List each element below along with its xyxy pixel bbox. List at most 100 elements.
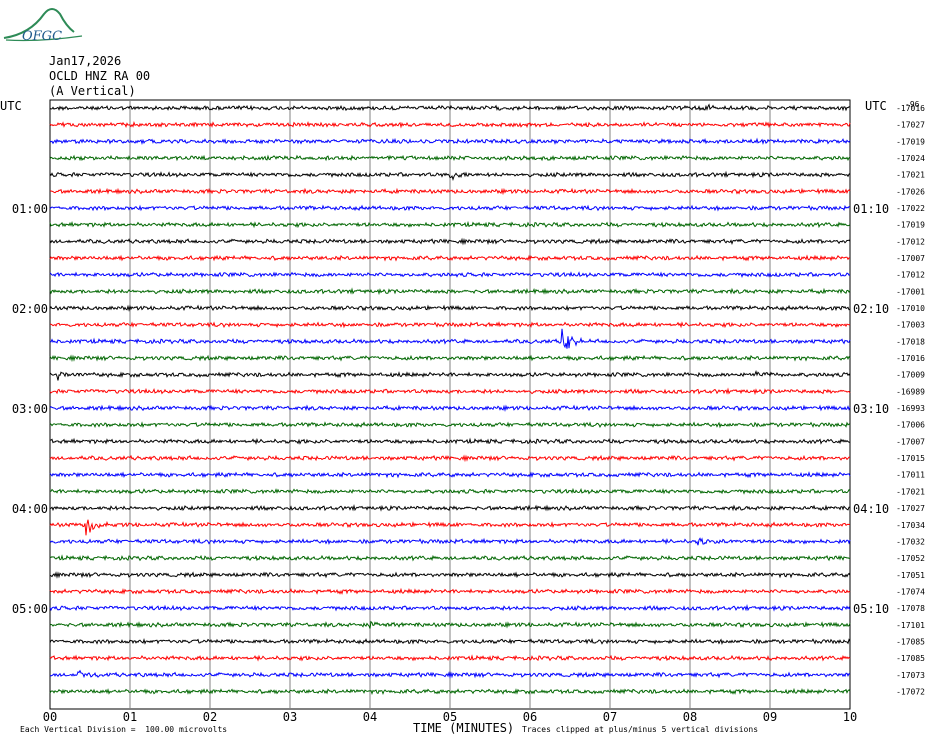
trace-offset-label: -17007 — [896, 254, 925, 263]
trace-offset-label: -17073 — [896, 671, 925, 680]
trace-offset-label: -17007 — [896, 437, 925, 446]
ofgc-logo: OFGC — [3, 8, 83, 44]
x-tick-label: 02 — [203, 710, 217, 724]
x-tick-label: 08 — [683, 710, 697, 724]
offset-header: -96 — [905, 100, 920, 109]
seismic-trace — [49, 187, 851, 196]
trace-offset-label: -17027 — [896, 121, 925, 130]
x-tick-label: 07 — [603, 710, 617, 724]
left-time-label: 01:00 — [12, 202, 48, 216]
trace-offset-label: -16989 — [896, 387, 925, 396]
seismic-trace — [49, 328, 851, 349]
seismic-trace — [49, 604, 851, 612]
trace-offset-label: -17016 — [896, 104, 925, 113]
seismic-trace — [49, 321, 851, 329]
trace-offset-label: -16993 — [896, 404, 925, 413]
trace-offset-label: -17018 — [896, 337, 925, 346]
scale-note: Each Vertical Division = 100.00 microvol… — [20, 725, 228, 734]
seismic-trace — [49, 537, 851, 546]
trace-offset-label: -17034 — [896, 521, 925, 530]
trace-offset-label: -17026 — [896, 187, 925, 196]
seismic-trace — [49, 454, 851, 463]
x-tick-label: 00 — [43, 710, 57, 724]
logo-text: OFGC — [22, 29, 62, 44]
seismic-trace — [49, 271, 851, 279]
trace-offset-label: -17019 — [896, 137, 925, 146]
trace-offset-label: -17051 — [896, 571, 925, 580]
seismic-trace — [49, 170, 851, 182]
left-time-label: 05:00 — [12, 602, 48, 616]
seismic-trace — [49, 487, 851, 495]
seismic-trace — [49, 687, 851, 696]
seismic-trace — [49, 504, 851, 512]
seismic-trace — [49, 654, 851, 662]
trace-offset-label: -17032 — [896, 537, 925, 546]
seismic-trace — [49, 519, 851, 536]
seismic-trace — [49, 387, 851, 396]
seismic-trace — [49, 370, 851, 381]
x-tick-label: 06 — [523, 710, 537, 724]
trace-offset-label: -17011 — [896, 471, 925, 480]
seismic-trace — [49, 204, 851, 212]
trace-offset-label: -17019 — [896, 221, 925, 230]
right-time-label: 05:10 — [853, 602, 889, 616]
trace-offset-label: -17021 — [896, 487, 925, 496]
trace-offset-label: -17085 — [896, 654, 925, 663]
trace-offset-label: -17003 — [896, 321, 925, 330]
seismic-trace — [49, 304, 851, 312]
seismic-trace — [49, 637, 851, 646]
seismic-trace — [49, 554, 851, 562]
trace-offset-label: -17009 — [896, 371, 925, 380]
x-tick-label: 10 — [843, 710, 857, 724]
seismic-trace — [49, 587, 851, 595]
trace-offset-label: -17010 — [896, 304, 925, 313]
seismic-trace — [49, 437, 851, 445]
x-tick-label: 04 — [363, 710, 377, 724]
trace-offset-label: -17027 — [896, 504, 925, 513]
right-axis-label: UTC — [865, 99, 887, 113]
seismic-trace — [49, 220, 851, 229]
right-time-label: 03:10 — [853, 402, 889, 416]
seismic-trace — [49, 571, 851, 579]
right-time-label: 01:10 — [853, 202, 889, 216]
seismic-trace — [49, 354, 851, 363]
seismic-trace — [49, 103, 851, 112]
trace-offset-label: -17021 — [896, 171, 925, 180]
xaxis-label: TIME (MINUTES) — [413, 721, 515, 735]
trace-offset-label: -17016 — [896, 354, 925, 363]
left-axis-label: UTC — [0, 99, 22, 113]
date-label: Jan17,2026 — [49, 54, 122, 68]
seismic-trace — [49, 237, 851, 246]
trace-offset-label: -17012 — [896, 237, 925, 246]
seismic-trace — [49, 287, 851, 296]
trace-offset-label: -17101 — [896, 621, 925, 630]
seismic-trace — [49, 137, 851, 146]
trace-offset-label: -17052 — [896, 554, 925, 563]
trace-offset-label: -17024 — [896, 154, 925, 163]
x-tick-label: 01 — [123, 710, 137, 724]
station-label: OCLD HNZ RA 00 — [49, 69, 151, 83]
component-label: (A Vertical) — [49, 84, 136, 98]
trace-offset-label: -17006 — [896, 421, 925, 430]
clip-note: Traces clipped at plus/minus 5 vertical … — [522, 725, 759, 734]
seismic-trace — [49, 471, 851, 479]
left-time-label: 02:00 — [12, 302, 48, 316]
left-time-label: 03:00 — [12, 402, 48, 416]
seismic-trace — [49, 254, 851, 262]
seismic-trace — [49, 620, 851, 629]
seismic-trace — [49, 421, 851, 429]
trace-offset-label: -17078 — [896, 604, 925, 613]
trace-offset-label: -17085 — [896, 637, 925, 646]
right-time-label: 02:10 — [853, 302, 889, 316]
trace-offset-label: -17012 — [896, 271, 925, 280]
trace-offset-label: -17072 — [896, 687, 925, 696]
seismic-trace — [49, 154, 851, 162]
x-tick-label: 05 — [443, 710, 457, 724]
seismic-trace — [49, 669, 851, 679]
left-time-label: 04:00 — [12, 502, 48, 516]
trace-offset-label: -17022 — [896, 204, 925, 213]
x-tick-label: 03 — [283, 710, 297, 724]
trace-offset-label: -17074 — [896, 587, 925, 596]
seismic-trace — [49, 120, 851, 129]
